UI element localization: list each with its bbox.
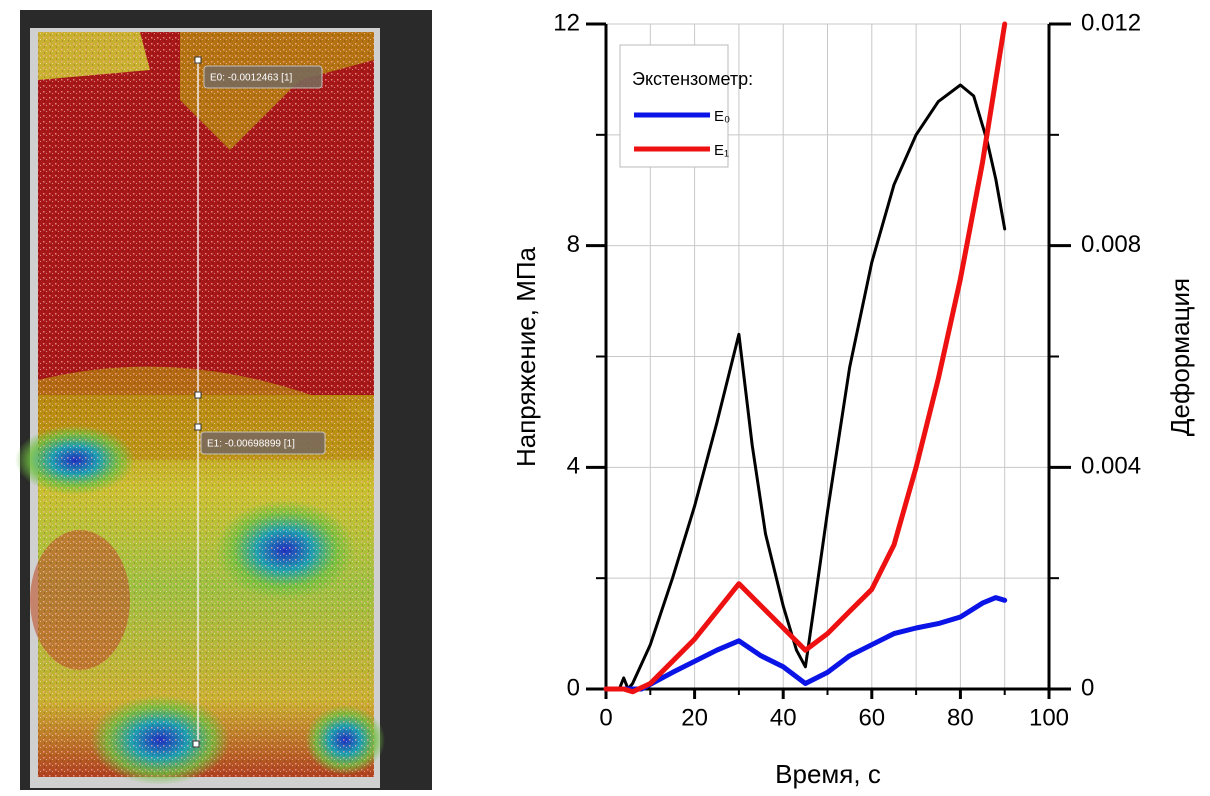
extensometer-label: E1: -0.00698899 [1] xyxy=(207,439,295,450)
x-tick-label: 100 xyxy=(1029,704,1069,731)
dic-image: E0: -0.0012463 [1] E1: -0.00698899 [1] xyxy=(15,10,432,790)
y-axis-label: Напряжение, МПа xyxy=(511,246,541,467)
y2-tick-label: 0.012 xyxy=(1081,9,1141,36)
y-tick-label: 8 xyxy=(567,231,580,258)
data-line xyxy=(603,21,1008,695)
data-line xyxy=(604,83,1007,691)
y2-axis-label: Деформация xyxy=(1165,278,1195,436)
y2-tick-label: 0 xyxy=(1081,674,1094,701)
y2-tick-label: 0.008 xyxy=(1081,231,1141,258)
x-axis-label: Время, с xyxy=(775,759,881,789)
extensometer-label: E0: -0.0012463 [1] xyxy=(210,73,293,84)
x-tick-label: 20 xyxy=(681,704,708,731)
y2-tick-label: 0.004 xyxy=(1081,453,1141,480)
x-tick-label: 0 xyxy=(599,704,612,731)
x-tick-label: 60 xyxy=(858,704,885,731)
chart: Время, с Напряжение, МПа Деформация 0 20 4… xyxy=(511,9,1195,789)
data-line xyxy=(603,595,1008,692)
y-tick-label: 0 xyxy=(567,674,580,701)
x-tick-label: 80 xyxy=(947,704,974,731)
legend-title: Экстензометр: xyxy=(632,69,753,89)
x-tick-label: 40 xyxy=(770,704,797,731)
y-tick-label: 12 xyxy=(553,9,580,36)
y-tick-label: 4 xyxy=(567,453,580,480)
legend-label: E₁ xyxy=(714,142,729,159)
legend-label: E₀ xyxy=(714,108,730,125)
